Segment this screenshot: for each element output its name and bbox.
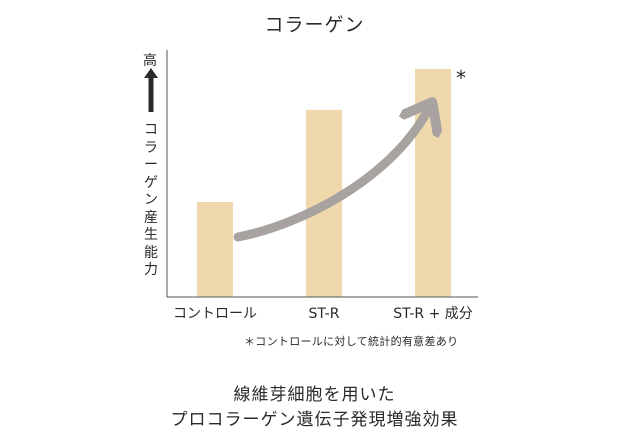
significance-marker: * bbox=[456, 66, 466, 90]
y-axis-high-label: 高 bbox=[143, 53, 157, 69]
caption-line-2: プロコラーゲン遺伝子発現増強効果 bbox=[170, 410, 459, 430]
x-tick-label: ST-R bbox=[309, 306, 340, 322]
y-axis-label: コラーゲン産生能力 bbox=[144, 122, 158, 278]
x-tick-label: ST-R + 成分 bbox=[393, 306, 473, 322]
trend-arrow bbox=[233, 110, 428, 242]
caption-line-1: 線維芽細胞を用いた bbox=[233, 385, 396, 405]
bar-2 bbox=[415, 69, 451, 297]
up-arrow-icon bbox=[144, 68, 158, 112]
bar-0 bbox=[197, 202, 233, 297]
chart-title: コラーゲン bbox=[264, 14, 365, 36]
footnote: ＊コントロールに対して統計的有意差あり bbox=[244, 335, 459, 348]
x-tick-label: コントロール bbox=[173, 306, 257, 322]
